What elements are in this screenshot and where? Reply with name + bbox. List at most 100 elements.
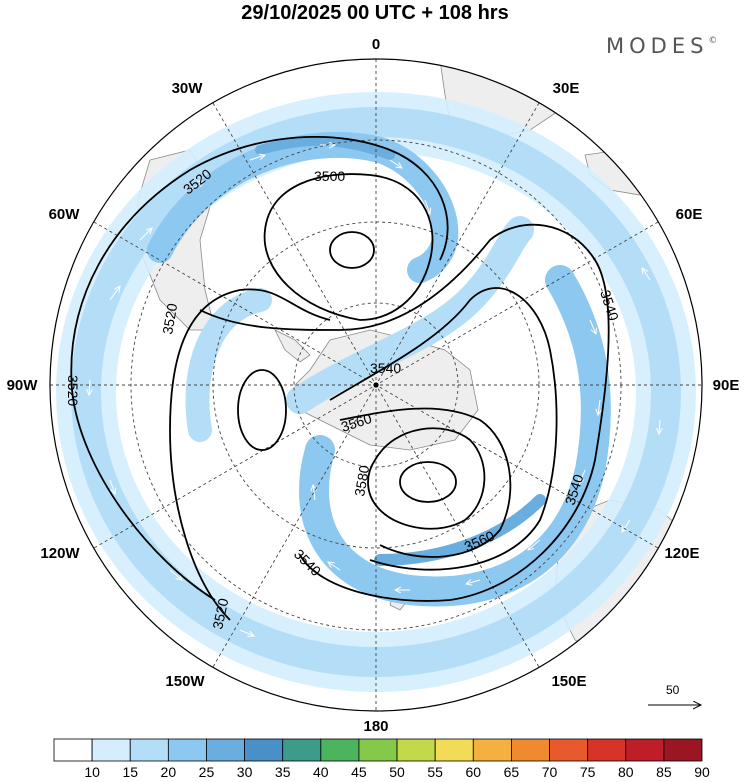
- wind-arrow: [456, 440, 471, 442]
- pole-marker: [373, 382, 379, 388]
- colorbar-tick-label: 20: [160, 764, 177, 780]
- jet-inner-west: [185, 288, 272, 442]
- wind-arrow: [313, 485, 315, 501]
- wind-arrow: [328, 562, 341, 571]
- colorbar-tick-label: 90: [694, 764, 710, 780]
- colorbar-box: [472, 738, 512, 762]
- colorbar-box: [129, 738, 169, 762]
- contour-3540-inner: [329, 287, 558, 571]
- colorbar-tick-label: 55: [427, 764, 443, 780]
- wind-arrow: [598, 399, 600, 415]
- lon-label-30e: 30E: [553, 80, 580, 97]
- wind-arrow: [189, 181, 204, 191]
- lon-label-90e: 90E: [713, 377, 740, 394]
- contour-label: 3520: [209, 597, 231, 631]
- colorbar-box: [358, 738, 398, 762]
- wind-arrow: [589, 319, 596, 334]
- colorbar-box: [167, 738, 207, 762]
- wind-vectors: [89, 145, 660, 636]
- contour-label: 3520: [159, 302, 180, 336]
- colorbar-tick-label: 25: [198, 764, 215, 780]
- colorbar-tick-label: 10: [84, 764, 100, 780]
- lon-label-30w: 30W: [172, 80, 204, 97]
- contour-3520-outer: [70, 135, 449, 601]
- wind-arrow: [642, 268, 651, 281]
- lon-label-150e: 150E: [551, 673, 586, 690]
- colorbar-tick-label: 65: [503, 764, 520, 780]
- contour-high-center: [399, 461, 457, 503]
- wind-arrow: [109, 286, 120, 301]
- colorbar-box: [587, 738, 627, 762]
- contour-3540-main: [199, 223, 610, 602]
- contour-low-center: [329, 231, 375, 269]
- colorbar-tick-label: 45: [351, 764, 367, 780]
- colorbar-box: [549, 738, 589, 762]
- contour-3520-inner: [169, 288, 331, 621]
- wind-arrow: [466, 580, 481, 584]
- contour-3580: [367, 427, 486, 530]
- colorbar-box: [396, 738, 436, 762]
- colorbar-box: [434, 738, 474, 762]
- wind-arrow: [239, 629, 254, 636]
- land-antarctic-peninsula: [274, 329, 311, 363]
- geopotential-contours: [70, 135, 610, 621]
- wind-arrow: [89, 379, 90, 395]
- jet-cross-band: [286, 216, 534, 414]
- lon-label-60w: 60W: [49, 206, 81, 223]
- map-disc: [50, 59, 702, 711]
- colorbar-tick-label: 80: [617, 764, 634, 780]
- wind-arrow: [249, 155, 265, 161]
- wind-arrow: [528, 539, 541, 550]
- colorbar-box: [244, 738, 284, 762]
- wind-arrow: [139, 228, 152, 241]
- colorbar-tick-label: 85: [656, 764, 672, 780]
- brand-logo: MODES©: [606, 34, 717, 58]
- colorbar-tick-label: 60: [465, 764, 482, 780]
- colorbar-box: [206, 738, 245, 762]
- lon-label-90w: 90W: [7, 377, 39, 394]
- wind-arrow: [424, 199, 430, 214]
- contour-closed-west: [237, 369, 287, 451]
- contour-label: 3520: [65, 375, 81, 406]
- colorbar-box: [91, 738, 131, 762]
- brand-mark: ©: [708, 36, 718, 46]
- lon-label-120e: 120E: [664, 545, 699, 562]
- colorbar-box: [282, 738, 322, 762]
- lon-label-120w: 120W: [40, 545, 80, 562]
- reference-vector-label: 50: [666, 683, 680, 697]
- wind-arrow: [659, 419, 660, 434]
- colorbar-tick-label: 30: [236, 764, 253, 780]
- colorbar-box: [320, 738, 360, 762]
- colorbar-box: [511, 738, 550, 762]
- contour-label: 3500: [314, 168, 345, 184]
- colorbar: [53, 738, 703, 762]
- colorbar-tick-label: 70: [541, 764, 558, 780]
- contour-label: 3580: [351, 464, 372, 498]
- colorbar-tick-label: 15: [122, 764, 139, 780]
- contour-3500: [263, 173, 434, 321]
- brand-name: MODES: [606, 34, 709, 58]
- colorbar-tick-label: 50: [389, 764, 405, 780]
- jet-south-core-dark: [374, 494, 546, 566]
- contour-label: 3540: [370, 360, 401, 376]
- colorbar-tick-label: 40: [313, 764, 329, 780]
- contour-3560: [339, 407, 512, 558]
- lon-label-150w: 150W: [165, 673, 205, 690]
- wind-arrow: [622, 519, 631, 532]
- colorbar-box: [663, 738, 703, 762]
- lon-label-0: 0: [372, 36, 380, 53]
- colorbar-tick-label: 75: [579, 764, 596, 780]
- map-title: 29/10/2025 00 UTC + 108 hrs: [241, 2, 509, 24]
- map-outline: [49, 58, 703, 712]
- longitude-labels: 0 30E 60E 90E 120E 150E 180 150W 120W 90…: [7, 36, 740, 735]
- colorbar-box: [625, 738, 665, 762]
- colorbar-box: [53, 738, 93, 762]
- lon-label-180: 180: [363, 718, 388, 735]
- jet-north-core-dark: [255, 135, 395, 160]
- wind-arrow: [389, 159, 402, 168]
- wind-arrow: [109, 479, 115, 494]
- lon-label-60e: 60E: [676, 206, 703, 223]
- wind-arrow: [169, 569, 182, 580]
- wind-arrow: [579, 469, 586, 484]
